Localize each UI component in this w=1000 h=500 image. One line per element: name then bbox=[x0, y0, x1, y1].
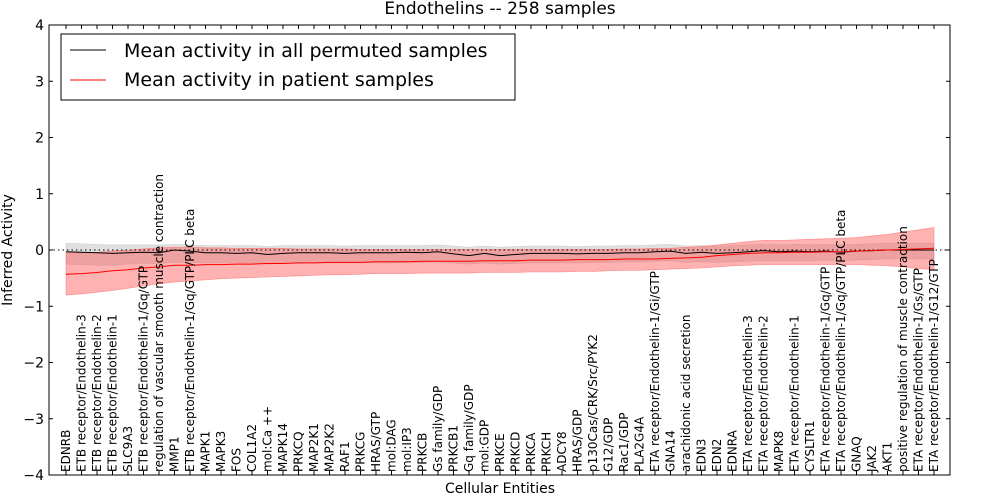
y-tick-label: 0 bbox=[35, 243, 44, 259]
x-tick-label: mol:Ca ++ bbox=[261, 406, 275, 472]
legend-label-permuted: Mean activity in all permuted samples bbox=[124, 40, 487, 62]
x-tick-label: PRKCQ bbox=[292, 431, 306, 472]
x-tick-label: ETB receptor/Endothelin-1 bbox=[106, 314, 120, 472]
x-tick-label: PRKCG bbox=[354, 432, 368, 472]
x-tick-label: RAF1 bbox=[338, 441, 352, 472]
legend-label-patient: Mean activity in patient samples bbox=[124, 69, 434, 91]
x-tick-label: arachidonic acid secretion bbox=[679, 315, 693, 472]
x-tick-label: ETA receptor/Endothelin-1/G12/GTP bbox=[927, 259, 941, 472]
x-tick-label: mol:DAG bbox=[385, 419, 399, 472]
x-tick-label: ETA receptor/Endothelin-2 bbox=[757, 315, 771, 472]
x-tick-label: MAP2K1 bbox=[307, 423, 321, 472]
x-tick-label: ETB receptor/Endothelin-3 bbox=[75, 314, 89, 472]
y-tick-label: 2 bbox=[35, 131, 44, 147]
x-tick-label: positive regulation of muscle contractio… bbox=[896, 226, 910, 472]
x-tick-label: SLC9A3 bbox=[121, 426, 135, 472]
legend: Mean activity in all permuted samples Me… bbox=[60, 33, 516, 101]
x-tick-label: MAPK3 bbox=[214, 431, 228, 472]
series-line-0 bbox=[65, 249, 934, 257]
x-tick-label: PRKCE bbox=[493, 433, 507, 472]
x-tick-label: ETA receptor/Endothelin-1/Gq/GTP bbox=[819, 267, 833, 472]
y-tick-label: 1 bbox=[35, 187, 44, 203]
x-tick-label: G12/GDP bbox=[602, 418, 616, 472]
x-tick-label: Gs family/GDP bbox=[431, 386, 445, 472]
x-tick-label: ETB receptor/Endothelin-1/Gq/GTP bbox=[137, 266, 151, 472]
y-tick-label: −1 bbox=[23, 299, 44, 315]
x-tick-label: ADCY8 bbox=[555, 431, 569, 472]
x-tick-label: mol:GDP bbox=[478, 420, 492, 472]
x-tick-label: ETA receptor/Endothelin-1/Gq/GTP/PLC bet… bbox=[834, 210, 848, 472]
x-tick-label: MAPK8 bbox=[772, 431, 786, 472]
x-tick-label: PRKCH bbox=[540, 432, 554, 472]
x-tick-label: PRKCD bbox=[509, 432, 523, 472]
y-tick-label: 3 bbox=[35, 74, 44, 90]
x-axis-labels: EDNRB ETB receptor/Endothelin-3 ETB recept… bbox=[59, 25, 941, 475]
x-tick-label: MAPK14 bbox=[276, 423, 290, 472]
x-tick-label: EDN2 bbox=[710, 439, 724, 472]
x-tick-label: ETA receptor/Endothelin-1/Gs/GTP bbox=[912, 268, 926, 472]
x-tick-label: PRKCB bbox=[416, 433, 430, 472]
x-tick-label: ETA receptor/Endothelin-1 bbox=[788, 315, 802, 472]
x-tick-label: GNAQ bbox=[850, 436, 864, 472]
x-tick-label: CYSLTR1 bbox=[803, 421, 817, 472]
x-tick-label: p130Cas/CRK/Src/PYK2 bbox=[586, 334, 600, 472]
x-tick-label: HRAS/GDP bbox=[571, 409, 585, 472]
x-tick-label: MMP1 bbox=[168, 436, 182, 472]
x-tick-label: GNA14 bbox=[664, 430, 678, 472]
y-tick-label: −3 bbox=[23, 412, 44, 428]
y-axis-title: Inferred Activity bbox=[0, 194, 16, 306]
y-tick-label: −2 bbox=[23, 356, 44, 372]
x-tick-label: PLA2G4A bbox=[633, 416, 647, 472]
x-tick-label: HRAS/GTP bbox=[369, 412, 383, 472]
x-tick-label: FOS bbox=[230, 448, 244, 472]
series-lines bbox=[65, 247, 935, 275]
x-tick-label: PRKCA bbox=[524, 432, 538, 472]
x-tick-label: MAP2K2 bbox=[323, 423, 337, 472]
x-tick-label: ETB receptor/Endothelin-1/Gq/GTP/PLC bet… bbox=[183, 209, 197, 472]
x-tick-label: EDN3 bbox=[695, 439, 709, 472]
series-line-1 bbox=[65, 247, 935, 275]
chart-title: Endothelins -- 258 samples bbox=[384, 0, 615, 19]
legend-box bbox=[60, 33, 516, 101]
x-tick-label: ETA receptor/Endothelin-1/Gi/GTP bbox=[648, 271, 662, 472]
y-tick-label: −4 bbox=[23, 468, 44, 484]
x-tick-label: mol:IP3 bbox=[400, 427, 414, 472]
confidence-band-1 bbox=[65, 227, 935, 296]
x-tick-label: MAPK1 bbox=[199, 431, 213, 472]
x-tick-label: AKT1 bbox=[881, 442, 895, 472]
x-tick-label: regulation of vascular smooth muscle con… bbox=[152, 174, 166, 472]
x-tick-label: ETB receptor/Endothelin-2 bbox=[90, 314, 104, 472]
x-tick-label: JAK2 bbox=[865, 445, 879, 473]
y-tick-label: 4 bbox=[35, 18, 44, 34]
x-tick-label: PRKCB1 bbox=[447, 425, 461, 472]
x-tick-label: EDNRB bbox=[59, 430, 73, 472]
x-tick-label: EDNRA bbox=[726, 429, 740, 472]
x-tick-label: Gq family/GDP bbox=[462, 384, 476, 472]
x-tick-label: ETA receptor/Endothelin-3 bbox=[741, 315, 755, 472]
x-tick-label: Rac1/GDP bbox=[617, 413, 631, 472]
y-axis: −4 −3 −2 −1 0 1 2 3 4 bbox=[23, 18, 950, 484]
x-axis-title: Cellular Entities bbox=[445, 481, 555, 497]
x-tick-label: COL1A2 bbox=[245, 424, 259, 472]
